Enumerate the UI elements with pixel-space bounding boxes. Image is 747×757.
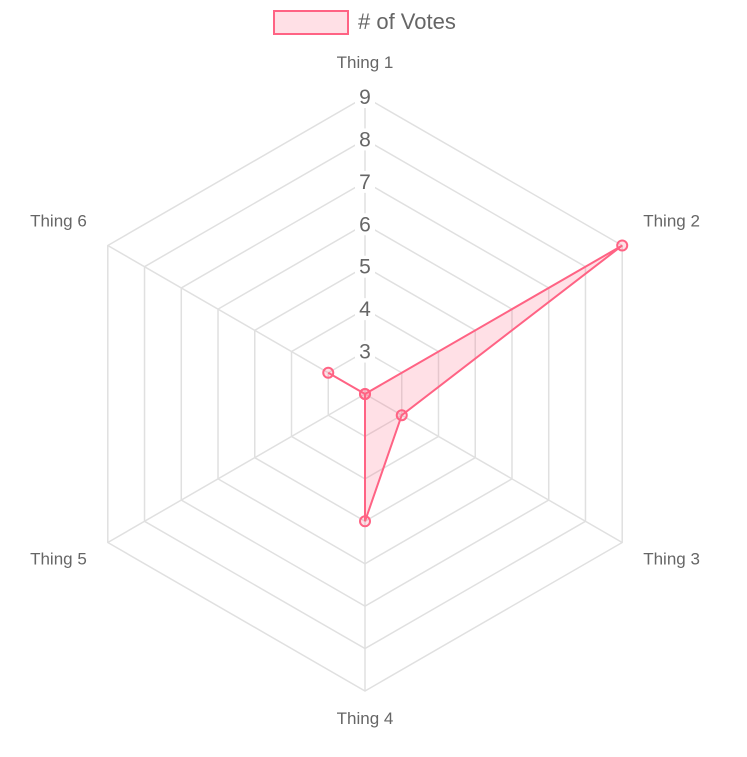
point-label: Thing 3 <box>643 550 700 569</box>
data-point[interactable] <box>617 241 627 251</box>
tick-label: 4 <box>359 298 371 321</box>
tick-label: 9 <box>359 86 371 109</box>
tick-label: 8 <box>359 128 371 151</box>
point-label: Thing 5 <box>30 550 87 569</box>
tick-label: 3 <box>359 341 371 364</box>
point-label: Thing 2 <box>643 212 700 231</box>
tick-label: 7 <box>359 171 371 194</box>
data-point[interactable] <box>360 389 370 399</box>
angle-line <box>108 394 365 543</box>
tick-label: 5 <box>359 256 371 279</box>
data-point[interactable] <box>323 368 333 378</box>
legend-label[interactable]: # of Votes <box>358 9 456 34</box>
point-label: Thing 1 <box>337 53 394 72</box>
legend-swatch[interactable] <box>274 11 348 34</box>
data-point[interactable] <box>360 516 370 526</box>
data-point[interactable] <box>397 410 407 420</box>
tick-label: 6 <box>359 213 371 236</box>
point-label: Thing 4 <box>337 709 394 728</box>
legend[interactable]: # of Votes <box>274 9 456 34</box>
point-label: Thing 6 <box>30 212 87 231</box>
